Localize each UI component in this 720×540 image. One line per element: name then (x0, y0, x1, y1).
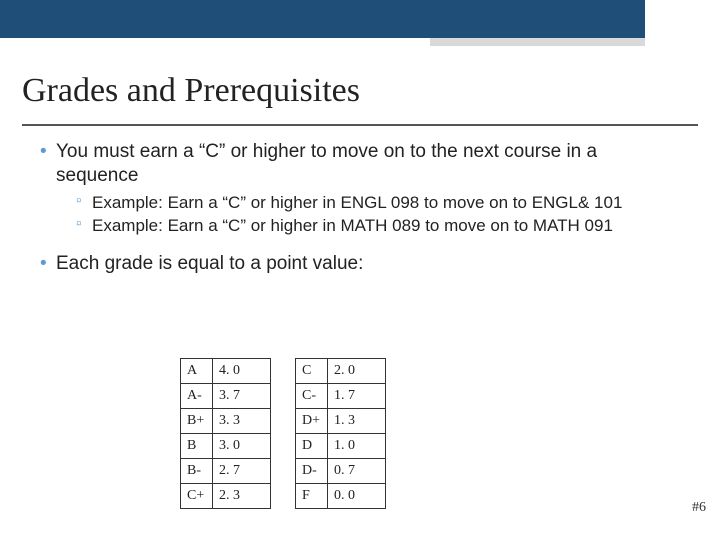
table-row: C-1. 7 (296, 384, 386, 409)
grade-points: 3. 3 (213, 409, 271, 434)
grade-letter: F (296, 484, 328, 509)
grade-table-left: A4. 0 A-3. 7 B+3. 3 B3. 0 B-2. 7 C+2. 3 (180, 358, 271, 509)
grade-table-wrap: A4. 0 A-3. 7 B+3. 3 B3. 0 B-2. 7 C+2. 3 … (180, 358, 386, 509)
sub-bullet-list: Example: Earn a “C” or higher in ENGL 09… (76, 192, 660, 237)
grade-points: 0. 0 (328, 484, 386, 509)
grade-points: 1. 0 (328, 434, 386, 459)
table-row: C2. 0 (296, 359, 386, 384)
grade-letter: B (181, 434, 213, 459)
banner-accent (430, 38, 645, 46)
table-row: A-3. 7 (181, 384, 271, 409)
grade-letter: A (181, 359, 213, 384)
grade-points: 1. 7 (328, 384, 386, 409)
grade-letter: C (296, 359, 328, 384)
grade-letter: C- (296, 384, 328, 409)
bullet-item: Each grade is equal to a point value: (40, 252, 660, 276)
bullet-text: Each grade is equal to a point value: (56, 253, 363, 274)
grade-points: 4. 0 (213, 359, 271, 384)
grade-points: 0. 7 (328, 459, 386, 484)
bullet-text: You must earn a “C” or higher to move on… (56, 141, 597, 186)
table-row: A4. 0 (181, 359, 271, 384)
table-row: D+1. 3 (296, 409, 386, 434)
table-row: B3. 0 (181, 434, 271, 459)
grade-points: 2. 3 (213, 484, 271, 509)
table-row: D1. 0 (296, 434, 386, 459)
page-number: #6 (692, 500, 706, 516)
grade-table-right: C2. 0 C-1. 7 D+1. 3 D1. 0 D-0. 7 F0. 0 (295, 358, 386, 509)
grade-letter: A- (181, 384, 213, 409)
table-row: D-0. 7 (296, 459, 386, 484)
sub-bullet-text: Example: Earn a “C” or higher in ENGL 09… (92, 193, 622, 212)
sub-bullet-item: Example: Earn a “C” or higher in ENGL 09… (76, 192, 660, 213)
sub-bullet-item: Example: Earn a “C” or higher in MATH 08… (76, 215, 660, 236)
slide-title: Grades and Prerequisites (22, 72, 360, 110)
bullet-list: You must earn a “C” or higher to move on… (40, 140, 660, 282)
grade-letter: B- (181, 459, 213, 484)
grade-points: 2. 0 (328, 359, 386, 384)
grade-letter: B+ (181, 409, 213, 434)
table-row: B+3. 3 (181, 409, 271, 434)
grade-letter: C+ (181, 484, 213, 509)
sub-bullet-text: Example: Earn a “C” or higher in MATH 08… (92, 216, 613, 235)
grade-letter: D+ (296, 409, 328, 434)
grade-letter: D (296, 434, 328, 459)
grade-points: 3. 7 (213, 384, 271, 409)
grade-points: 2. 7 (213, 459, 271, 484)
table-row: F0. 0 (296, 484, 386, 509)
grade-points: 1. 3 (328, 409, 386, 434)
bullet-item: You must earn a “C” or higher to move on… (40, 140, 660, 236)
grade-points: 3. 0 (213, 434, 271, 459)
top-banner (0, 0, 720, 38)
title-underline (22, 124, 698, 126)
grade-letter: D- (296, 459, 328, 484)
table-row: B-2. 7 (181, 459, 271, 484)
table-row: C+2. 3 (181, 484, 271, 509)
